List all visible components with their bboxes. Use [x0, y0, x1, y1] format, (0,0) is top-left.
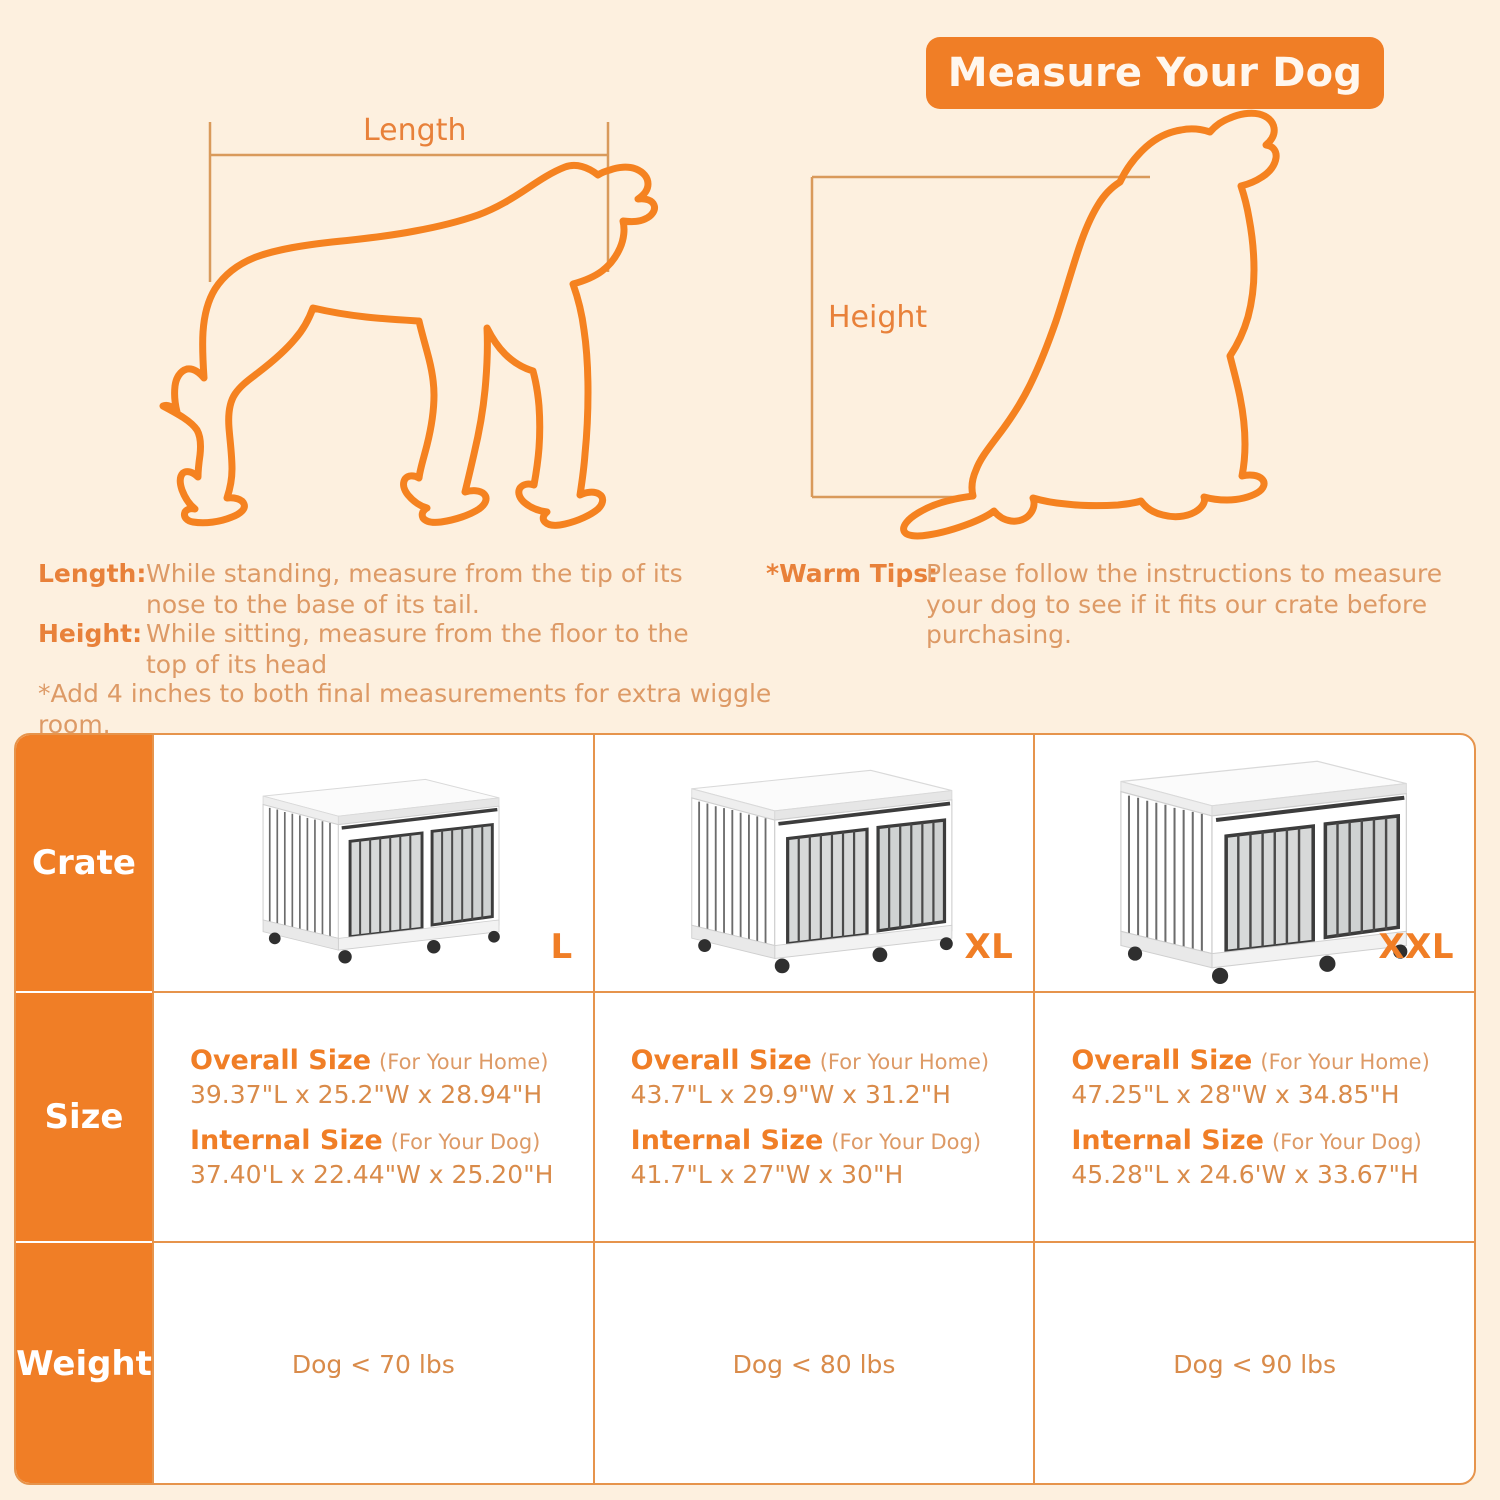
overall-size-label-l: Overall Size [190, 1045, 372, 1076]
height-dimension-label: Height [828, 300, 928, 335]
size-cell-xxl: Overall Size (For Your Home) 47.25"L x 28… [1033, 993, 1474, 1243]
row-label-weight: Weight [16, 1243, 152, 1483]
crate-cell-l: L [152, 735, 593, 993]
weight-value-l: Dog < 70 lbs [291, 1349, 455, 1379]
internal-size-sub-xxl: (For Your Dog) [1271, 1130, 1422, 1154]
overall-size-value-xl: 43.7"L x 29.9"W x 31.2"H [630, 1080, 951, 1109]
length-dimension-label: Length [363, 113, 467, 148]
crate-cell-xxl: XXL [1033, 735, 1474, 993]
standing-dog-outline [159, 161, 658, 529]
instruction-length-text: While standing, measure from the tip of … [146, 559, 683, 619]
internal-size-label-l: Internal Size [190, 1125, 383, 1156]
instruction-height: Height: While sitting, measure from the … [38, 619, 706, 680]
instruction-note: *Add 4 inches to both final measurements… [38, 679, 778, 740]
size-tag-l: L [550, 927, 573, 967]
instruction-length-key: Length: [38, 559, 147, 588]
instruction-height-text: While sitting, measure from the floor to… [146, 619, 689, 679]
instruction-note-text: *Add 4 inches to both final measurements… [38, 679, 772, 739]
crate-cell-xl: XL [592, 735, 1034, 993]
internal-size-sub-l: (For Your Dog) [390, 1130, 541, 1154]
weight-cell-l: Dog < 70 lbs [152, 1243, 593, 1483]
dog-crate-image-l [262, 778, 500, 963]
size-cell-l: Overall Size (For Your Home) 39.37"L x 25… [152, 993, 593, 1243]
page-title: Measure Your Dog [947, 50, 1363, 96]
warm-tips: *Warm Tips: Please follow the instructio… [766, 559, 1486, 651]
weight-value-xxl: Dog < 90 lbs [1173, 1349, 1337, 1379]
overall-size-value-xxl: 47.25"L x 28"W x 34.85"H [1071, 1080, 1400, 1109]
weight-cell-xxl: Dog < 90 lbs [1033, 1243, 1474, 1483]
title-banner: Measure Your Dog [926, 37, 1384, 109]
internal-size-label-xxl: Internal Size [1071, 1125, 1264, 1156]
overall-size-sub-xl: (For Your Home) [819, 1050, 990, 1074]
warm-tips-key: *Warm Tips: [766, 559, 939, 588]
overall-size-label-xxl: Overall Size [1071, 1045, 1253, 1076]
sitting-dog-outline [900, 109, 1280, 540]
instructions-block: Length: While standing, measure from the… [0, 545, 1500, 739]
overall-size-sub-xxl: (For Your Home) [1260, 1050, 1430, 1074]
internal-size-value-xl: 41.7"L x 27"W x 30"H [630, 1160, 904, 1189]
instruction-height-key: Height: [38, 619, 143, 648]
internal-size-value-l: 37.40'L x 22.44"W x 25.20"H [190, 1160, 554, 1189]
sitting-dog-illustration [810, 109, 1280, 540]
dog-crate-image-xl [691, 769, 954, 974]
internal-size-sub-xl: (For Your Dog) [831, 1130, 982, 1154]
specification-table: Crate [14, 733, 1476, 1485]
instruction-length: Length: While standing, measure from the… [38, 559, 706, 620]
size-tag-xxl: XXL [1378, 927, 1454, 967]
size-cell-xl: Overall Size (For Your Home) 43.7"L x 29.… [592, 993, 1034, 1243]
row-label-crate: Crate [16, 735, 152, 993]
length-dimension-line [208, 122, 610, 282]
weight-value-xl: Dog < 80 lbs [732, 1349, 896, 1379]
overall-size-label-xl: Overall Size [630, 1045, 812, 1076]
overall-size-value-l: 39.37"L x 25.2"W x 28.94"H [190, 1080, 543, 1109]
warm-tips-text: Please follow the instructions to measur… [926, 559, 1443, 649]
row-label-size: Size [16, 993, 152, 1243]
standing-dog-illustration [159, 122, 658, 529]
overall-size-sub-l: (For Your Home) [379, 1050, 549, 1074]
height-dimension-line [810, 175, 1150, 499]
measurement-illustrations: Length Height [0, 0, 1500, 545]
dog-crate-image-xxl [1120, 760, 1408, 984]
internal-size-value-xxl: 45.28"L x 24.6'W x 33.67"H [1071, 1160, 1419, 1189]
internal-size-label-xl: Internal Size [630, 1125, 824, 1156]
size-tag-xl: XL [964, 927, 1014, 967]
weight-cell-xl: Dog < 80 lbs [592, 1243, 1034, 1483]
